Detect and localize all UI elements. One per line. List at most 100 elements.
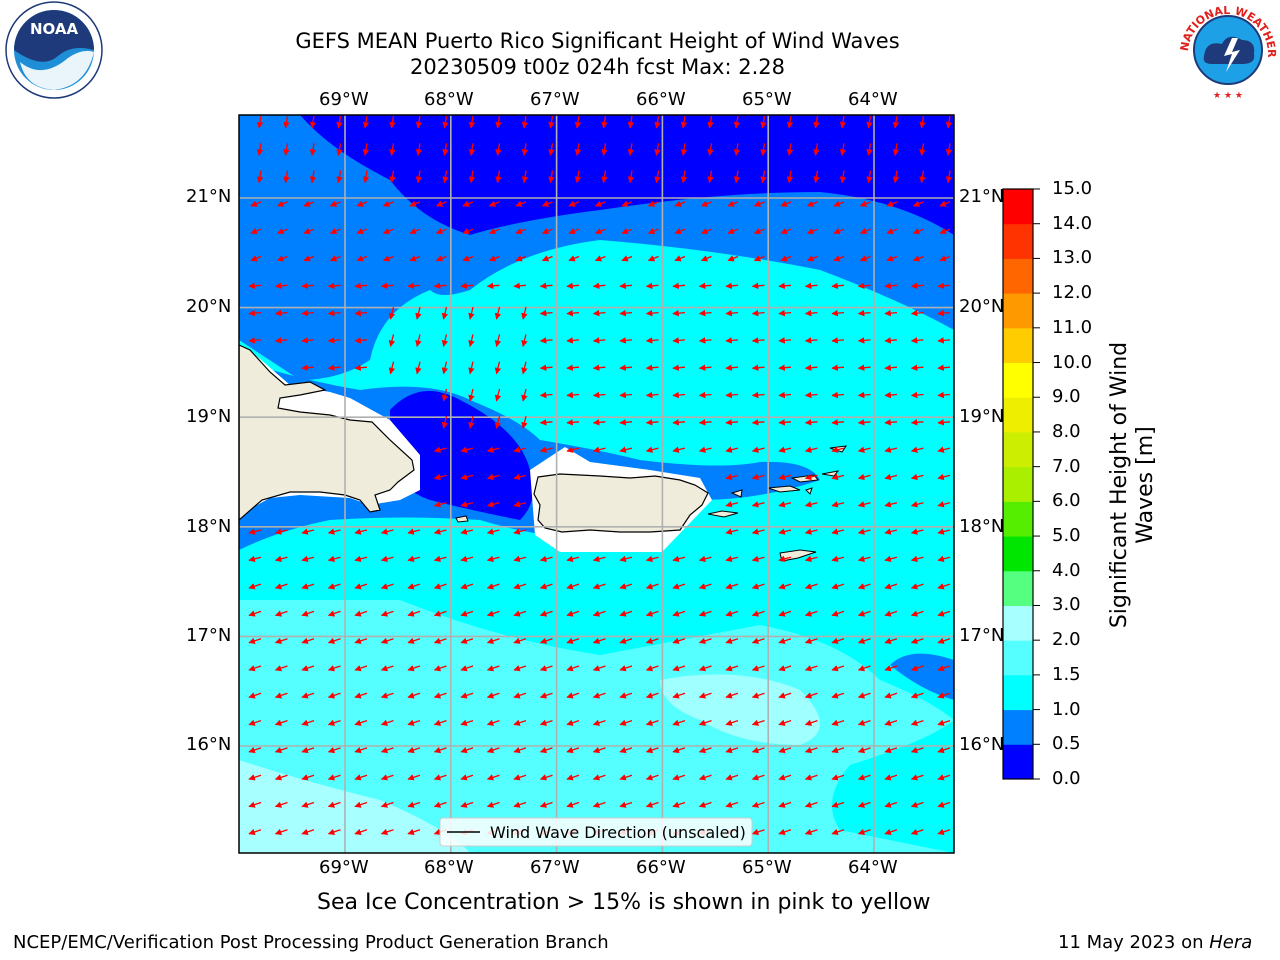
colorbar-segment <box>1003 293 1033 329</box>
wind-wave-arrow <box>574 115 582 129</box>
wind-wave-arrow <box>460 282 474 290</box>
wind-wave-arrow <box>327 282 341 290</box>
wind-wave-arrow <box>780 255 792 262</box>
wind-wave-arrow <box>513 719 527 726</box>
wind-wave-arrow <box>513 692 527 699</box>
wind-wave-arrow <box>786 170 794 184</box>
chart-title-line2: 20230509 t00z 024h fcst Max: 2.28 <box>410 55 785 79</box>
wind-wave-arrow <box>274 610 288 617</box>
wind-wave-arrow <box>460 473 474 481</box>
wind-wave-arrow <box>621 200 633 207</box>
wind-wave-arrow <box>380 719 394 726</box>
wind-wave-arrow <box>698 419 712 426</box>
wind-wave-arrow <box>778 391 792 399</box>
wind-wave-arrow <box>274 309 288 317</box>
wind-wave-arrow <box>939 200 951 207</box>
wind-wave-arrow <box>725 774 739 781</box>
wind-wave-arrow <box>433 719 447 726</box>
wind-wave-arrow <box>486 446 500 453</box>
wind-wave-arrow <box>488 228 500 235</box>
colorbar-segment <box>1003 223 1033 259</box>
wind-wave-arrow <box>804 637 818 644</box>
wind-wave-arrow <box>462 228 474 235</box>
wind-wave-arrow <box>462 255 474 262</box>
colorbar-segment <box>1003 605 1033 641</box>
wind-wave-arrow <box>327 801 341 808</box>
wind-wave-arrow <box>725 473 739 481</box>
wind-wave-arrow <box>566 391 580 399</box>
wind-wave-arrow <box>839 170 847 184</box>
puerto-rico-land <box>533 473 709 533</box>
wind-wave-arrow <box>733 143 741 156</box>
wind-wave-arrow <box>460 746 474 754</box>
wind-wave-arrow <box>937 337 951 344</box>
wind-wave-arrow <box>645 801 659 808</box>
wind-wave-arrow <box>301 692 315 699</box>
wind-wave-arrow <box>460 692 474 699</box>
wind-wave-arrow <box>327 337 341 344</box>
wind-wave-arrow <box>645 583 659 590</box>
wind-wave-arrow <box>468 170 476 184</box>
wind-wave-arrow <box>680 170 688 184</box>
wind-wave-arrow <box>672 337 686 344</box>
wind-wave-arrow <box>937 637 951 644</box>
wind-wave-arrow <box>566 610 580 617</box>
wind-wave-arrow <box>356 228 368 235</box>
wind-wave-arrow <box>804 473 818 481</box>
wind-wave-arrow <box>751 282 765 290</box>
wind-wave-arrow <box>274 774 288 781</box>
wind-wave-arrow <box>751 692 765 699</box>
wind-wave-arrow <box>831 719 845 726</box>
colorbar-tick-label: 0.5 <box>1052 733 1081 755</box>
wind-wave-arrow <box>831 801 845 808</box>
wind-wave-arrow <box>778 665 792 672</box>
wind-wave-arrow <box>566 583 580 590</box>
wind-wave-arrow <box>645 610 659 617</box>
wind-wave-arrow <box>751 583 765 590</box>
wind-wave-arrow <box>751 309 765 317</box>
colorbar-tick-label: 2.0 <box>1052 629 1081 651</box>
wind-wave-arrow <box>382 228 394 235</box>
wind-wave-arrow <box>301 665 315 672</box>
colorbar-tick-label: 7.0 <box>1052 455 1081 477</box>
wind-wave-arrow <box>804 391 818 399</box>
wind-wave-arrow <box>494 306 502 320</box>
wind-wave-arrow <box>539 692 553 699</box>
wind-wave-arrow <box>495 143 502 156</box>
wind-wave-arrow <box>627 170 635 184</box>
wind-wave-arrow <box>945 170 953 184</box>
wind-wave-arrow <box>362 115 370 129</box>
wind-wave-arrow <box>857 719 871 726</box>
wind-wave-arrow <box>248 692 262 699</box>
wind-wave-arrow <box>698 719 712 726</box>
colorbar-segment <box>1003 431 1033 468</box>
wind-wave-arrow <box>831 637 845 644</box>
wind-wave-arrow <box>442 170 449 184</box>
wind-wave-arrow <box>698 446 712 453</box>
wind-wave-arrow <box>442 143 449 156</box>
colorbar-tick-label: 12.0 <box>1052 282 1093 304</box>
wind-wave-arrow <box>672 801 686 808</box>
wind-wave-arrow <box>301 719 315 726</box>
wind-wave-arrow <box>486 801 500 808</box>
wind-wave-arrow <box>354 364 368 371</box>
wave-band-0.5-1-west <box>239 195 291 275</box>
wind-wave-arrow <box>442 115 449 129</box>
wind-wave-arrow <box>495 170 502 184</box>
wind-wave-arrow <box>256 115 264 129</box>
wind-wave-arrow <box>566 746 580 754</box>
wind-wave-arrow <box>407 828 421 836</box>
wind-wave-arrow <box>780 200 792 207</box>
wind-wave-arrow <box>468 361 475 375</box>
wind-wave-arrow <box>250 228 262 235</box>
wind-wave-arrow <box>327 719 341 726</box>
wind-wave-arrow <box>354 282 368 290</box>
lat-label-left-16n: 16°N <box>186 734 232 755</box>
wind-wave-arrow <box>813 170 820 184</box>
wind-wave-arrow <box>407 282 421 290</box>
wind-wave-arrow <box>725 528 739 535</box>
lat-label-right-16n: 16°N <box>959 734 1005 755</box>
wind-wave-arrow <box>592 774 606 781</box>
colorbar-tick-label: 15.0 <box>1052 178 1093 199</box>
wind-wave-arrow <box>468 115 476 129</box>
